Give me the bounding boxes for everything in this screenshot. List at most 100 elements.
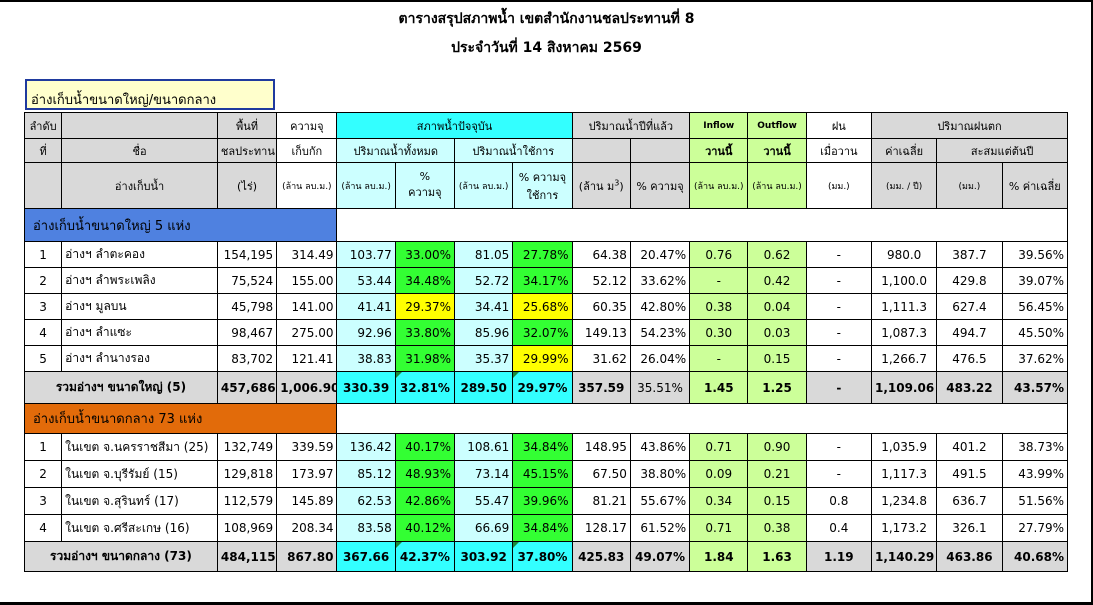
cell-total-pct: 31.98%	[394, 345, 456, 372]
total-last-year-pct: 35.51%	[629, 371, 691, 404]
cell-outflow: 0.15	[747, 345, 807, 372]
cell-last-year-pct: 42.80%	[629, 293, 691, 320]
header-inflow-unit: (ล้าน ลบ.ม.)	[689, 162, 749, 209]
header-total-volume: ปริมาณน้ำทั้งหมด	[336, 138, 456, 163]
cell-no: 3	[23, 293, 63, 320]
report-title: ตารางสรุปสภาพน้ำ เขตสำนักงานชลประทานที่ …	[398, 11, 695, 27]
total-pct-avg: 40.68%	[1001, 541, 1069, 572]
header-no-2: ที่	[23, 138, 63, 163]
cell-inflow: 0.38	[689, 293, 749, 320]
cell-no: 5	[23, 345, 63, 372]
section-box-label: อ่างเก็บน้ำขนาดใหญ่/ขนาดกลาง	[25, 79, 275, 110]
section-blank	[336, 403, 1068, 434]
total-outflow: 1.25	[747, 371, 807, 404]
cell-area: 112,579	[216, 487, 278, 515]
cell-last-year: 128.17	[571, 514, 631, 542]
total-label: รวมอ่างฯ ขนาดกลาง (73)	[24, 541, 218, 572]
header-avg-unit: (มม. / ปี)	[870, 162, 938, 209]
total-last-year: 357.59	[571, 371, 631, 404]
cell-name: อ่างฯ ลำนางรอง	[61, 345, 218, 372]
cell-pct-avg: 45.50%	[1001, 319, 1069, 346]
total-label: รวมอ่างฯ ขนาดใหญ่ (5)	[24, 371, 218, 404]
header-no: ลำดับ	[23, 112, 63, 139]
header-area-unit: (ไร่)	[216, 162, 278, 209]
total-inflow: 1.84	[689, 541, 749, 572]
cell-name: อ่างฯ ลำตะคอง	[61, 241, 218, 268]
frame-right-border	[1091, 0, 1093, 605]
cell-usable: 73.14	[454, 460, 514, 488]
header-outflow-today: วานนี้	[747, 138, 807, 163]
cell-last-year: 149.13	[571, 319, 631, 346]
cell-area: 98,467	[216, 319, 278, 346]
total-row-medium: รวมอ่างฯ ขนาดกลาง (73) 484,115 867.80 36…	[24, 541, 1069, 572]
header-inflow-today: วานนี้	[689, 138, 749, 163]
total-usable: 289.50	[454, 371, 514, 404]
header-total-mcm: (ล้าน ลบ.ม.)	[336, 162, 396, 209]
cell-usable-pct: 27.78%	[512, 241, 573, 268]
header-row: อ่างเก็บน้ำ (ไร่) (ล้าน ลบ.ม.) (ล้าน ลบ.…	[23, 162, 1069, 209]
cell-capacity: 339.59	[276, 433, 338, 461]
cell-capacity: 155.00	[276, 267, 338, 294]
cell-accum: 494.7	[936, 319, 1003, 346]
cell-last-year-pct: 61.52%	[629, 514, 691, 542]
total-accum: 483.22	[936, 371, 1003, 404]
cell-total-pct: 34.48%	[394, 267, 456, 294]
cell-avg: 1,117.3	[870, 460, 938, 488]
cell-avg: 1,035.9	[870, 433, 938, 461]
total-avg: 1,140.29	[870, 541, 938, 572]
header-usable-pct: % ความจุ ใช้การ	[512, 162, 573, 209]
cell-name: ในเขต จ.บุรีรัมย์ (15)	[61, 460, 218, 488]
header-usable-volume: ปริมาณน้ำใช้การ	[454, 138, 573, 163]
cell-last-year-pct: 43.86%	[629, 433, 691, 461]
header-accum-unit: (มม.)	[936, 162, 1003, 209]
cell-last-year-pct: 38.80%	[629, 460, 691, 488]
cell-accum: 429.8	[936, 267, 1003, 294]
cell-pct-avg: 37.62%	[1001, 345, 1069, 372]
cell-usable-pct: 34.17%	[512, 267, 573, 294]
total-outflow: 1.63	[747, 541, 807, 572]
cell-rain: -	[805, 433, 872, 461]
cell-capacity: 145.89	[276, 487, 338, 515]
cell-total: 83.58	[336, 514, 396, 542]
cell-total-pct: 48.93%	[394, 460, 456, 488]
cell-inflow: 0.71	[689, 433, 749, 461]
header-name-top	[61, 112, 218, 139]
cell-area: 154,195	[216, 241, 278, 268]
total-usable-pct: 29.97%	[512, 371, 573, 404]
cell-pct-avg: 43.99%	[1001, 460, 1069, 488]
total-last-year-pct: 49.07%	[629, 541, 691, 572]
cell-usable: 66.69	[454, 514, 514, 542]
cell-usable: 35.37	[454, 345, 514, 372]
cell-total-pct: 40.12%	[394, 514, 456, 542]
cell-total-pct: 42.86%	[394, 487, 456, 515]
cell-outflow: 0.15	[747, 487, 807, 515]
cell-no: 2	[23, 460, 63, 488]
header-area-2: ชลประทาน	[216, 138, 278, 163]
cell-inflow: 0.76	[689, 241, 749, 268]
cell-inflow: 0.09	[689, 460, 749, 488]
header-blank	[571, 138, 631, 163]
cell-usable: 52.72	[454, 267, 514, 294]
cell-avg: 1,173.2	[870, 514, 938, 542]
total-capacity: 1,006.90	[276, 371, 338, 404]
cell-total-pct: 33.80%	[394, 319, 456, 346]
cell-accum: 636.7	[936, 487, 1003, 515]
cell-accum: 326.1	[936, 514, 1003, 542]
cell-total: 41.41	[336, 293, 396, 320]
cell-accum: 387.7	[936, 241, 1003, 268]
cell-no: 1	[23, 241, 63, 268]
cell-rain: 0.8	[805, 487, 872, 515]
header-no-3	[23, 162, 63, 209]
table-row: 2 อ่างฯ ลำพระเพลิง 75,524 155.00 53.44 3…	[23, 267, 1069, 294]
header-row: ที่ ชื่อ ชลประทาน เก็บกัก ปริมาณน้ำทั้งห…	[23, 138, 1068, 163]
header-name: ชื่อ	[61, 138, 218, 163]
cell-no: 3	[23, 487, 63, 515]
frame-bottom-border	[0, 602, 1093, 605]
header-row: ลำดับ พื้นที่ ความจุ สภาพน้ำปัจจุบัน ปริ…	[23, 112, 1069, 139]
cell-usable: 81.05	[454, 241, 514, 268]
cell-avg: 1,087.3	[870, 319, 938, 346]
cell-total: 85.12	[336, 460, 396, 488]
header-name-2: อ่างเก็บน้ำ	[61, 162, 218, 209]
total-accum: 463.86	[936, 541, 1003, 572]
table-row: 5 อ่างฯ ลำนางรอง 83,702 121.41 38.83 31.…	[23, 345, 1069, 372]
